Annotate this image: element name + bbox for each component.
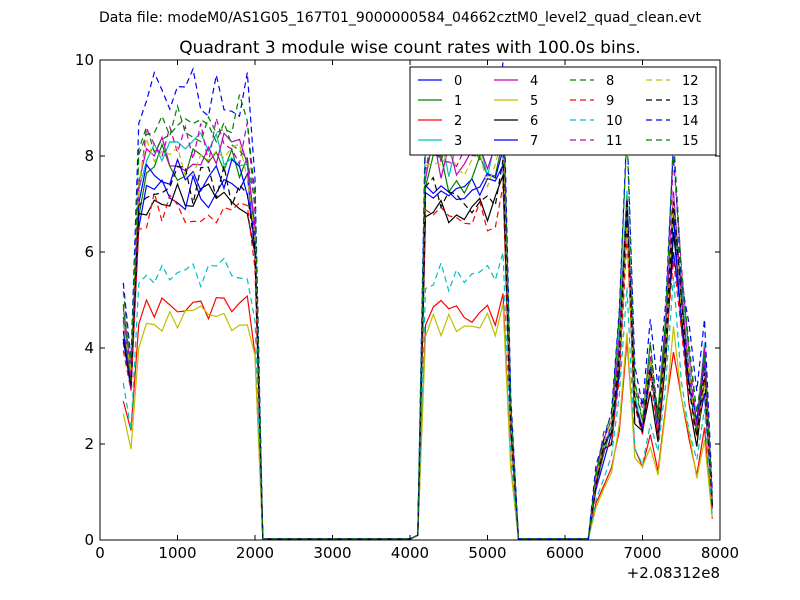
series-line-14 <box>122 62 713 540</box>
y-tick-label: 0 <box>84 531 94 549</box>
x-tick-label: 3000 <box>313 544 351 562</box>
legend-label-11: 11 <box>606 134 623 149</box>
x-tick-label: 7000 <box>623 544 661 562</box>
series-layer <box>122 62 713 540</box>
legend-label-12: 12 <box>682 74 699 89</box>
y-tick-label: 10 <box>75 51 94 69</box>
series-line-5 <box>122 303 713 540</box>
x-tick-label: 8000 <box>701 544 739 562</box>
x-tick-label: 5000 <box>468 544 506 562</box>
series-line-3 <box>122 118 713 540</box>
legend-label-10: 10 <box>606 114 623 129</box>
legend-label-1: 1 <box>454 94 462 109</box>
series-line-6 <box>122 175 713 540</box>
series-line-0 <box>122 164 713 540</box>
x-tick-label: 6000 <box>546 544 584 562</box>
legend-label-6: 6 <box>530 114 538 129</box>
chart-suptitle: Data file: modeM0/AS1G05_167T01_90000005… <box>99 10 701 26</box>
chart-title: Quadrant 3 module wise count rates with … <box>179 38 640 58</box>
series-line-15 <box>122 87 713 540</box>
legend-label-4: 4 <box>530 74 538 89</box>
x-offset-label: +2.08312e8 <box>627 564 720 582</box>
x-tick-label: 0 <box>95 544 105 562</box>
x-axis: 0 1000 2000 3000 4000 5000 6000 7000 8000 <box>95 60 739 562</box>
x-tick-label: 2000 <box>236 544 274 562</box>
legend-label-9: 9 <box>606 94 614 109</box>
y-tick-label: 8 <box>84 147 94 165</box>
legend-frame <box>409 66 717 156</box>
series-line-13 <box>122 159 713 540</box>
x-tick-label: 4000 <box>391 544 429 562</box>
legend-label-14: 14 <box>682 114 699 129</box>
y-tick-label: 4 <box>84 339 94 357</box>
y-tick-label: 6 <box>84 243 94 261</box>
legend-label-3: 3 <box>454 134 462 149</box>
legend-label-0: 0 <box>454 74 462 89</box>
y-tick-label: 2 <box>84 435 94 453</box>
legend-label-7: 7 <box>530 134 538 149</box>
legend-label-8: 8 <box>606 74 614 89</box>
series-line-2 <box>122 293 713 540</box>
legend-label-2: 2 <box>454 114 462 129</box>
x-tick-label: 1000 <box>158 544 196 562</box>
series-line-10 <box>122 252 713 540</box>
legend-label-15: 15 <box>682 134 699 149</box>
legend-label-13: 13 <box>682 94 699 109</box>
legend-label-5: 5 <box>530 94 538 109</box>
